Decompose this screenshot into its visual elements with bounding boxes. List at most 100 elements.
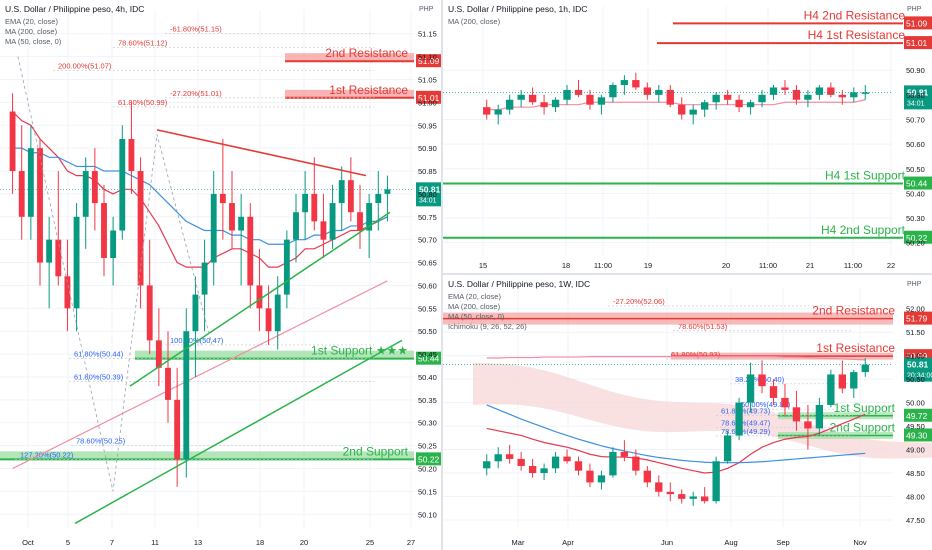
candle-body [689, 496, 697, 499]
support-label: H4 1st Support [825, 169, 906, 183]
last-price-tag [904, 357, 932, 382]
candle-body [827, 374, 835, 405]
candle-body [758, 94, 766, 103]
fib-label: 61.80%(50.44) [74, 350, 124, 359]
last-price-text: 50.81 [907, 87, 929, 97]
candle-body [366, 203, 373, 231]
y-tick-label: 50.80 [906, 91, 925, 100]
y-tick-label: 50.90 [906, 66, 925, 75]
candle-body [781, 87, 789, 90]
resistance-price-tag [416, 90, 441, 104]
candle-body [338, 180, 345, 204]
candle-body [174, 399, 181, 460]
x-tick-label: 22 [887, 261, 895, 270]
y-tick-label: 47.50 [906, 516, 925, 525]
pane-divider-vertical[interactable] [441, 0, 443, 550]
candle-body [769, 87, 778, 95]
candle-body [632, 80, 640, 88]
candle-body [643, 470, 651, 483]
h1-chart-panel[interactable]: H4 2nd Resistance 51.09 H4 1st Resistance 5… [443, 0, 932, 273]
countdown-text: 20:34:00 [907, 373, 932, 380]
w1-chart-panel[interactable]: 2nd Resistance 51.79 1st Resistance 50.99 1s… [443, 275, 932, 550]
candle-body [494, 454, 502, 462]
pane-divider-horizontal[interactable] [443, 273, 932, 275]
resistance-label: 2nd Resistance [325, 46, 408, 60]
candle-body [506, 454, 514, 459]
h4-chart-panel[interactable]: 2nd Resistance 51.09 1st Resistance 51.01 1s… [0, 0, 441, 550]
fib-label: 200.00%(51.07) [58, 61, 112, 70]
support-label: H4 2nd Support [821, 223, 906, 237]
x-tick-label: 27 [407, 538, 415, 547]
candle-body [701, 496, 709, 502]
candle-body [815, 87, 824, 95]
y-tick-label: 50.15 [418, 487, 437, 496]
candle-body [119, 138, 126, 231]
candle-body [375, 193, 382, 204]
x-tick-label: 25 [366, 538, 374, 547]
fib-label: 100.00%(50.47) [170, 336, 224, 345]
support-label: 1st Support ★★★ [311, 344, 408, 358]
y-tick-label: 50.85 [418, 167, 437, 176]
y-tick-label: 51.50 [906, 328, 925, 337]
fib-label: 78.60%(51.12) [118, 38, 168, 47]
candle-body [792, 89, 801, 100]
y-tick-label: 50.50 [906, 165, 925, 174]
fib-label: 61.80%(50.93) [671, 350, 721, 359]
x-tick-label: 20 [300, 538, 308, 547]
fib-label: 61.80%(50.99) [118, 98, 168, 107]
candle-body [483, 107, 491, 115]
w1-chart[interactable]: 2nd Resistance 51.79 1st Resistance 50.99 1s… [443, 275, 932, 550]
h4-chart[interactable]: 2nd Resistance 51.09 1st Resistance 51.01 1s… [0, 0, 441, 550]
indicator-label: MA (50, close, 0) [448, 312, 505, 321]
candle-body [620, 451, 629, 457]
fib-label: -27.20%(51.01) [170, 89, 222, 98]
candle-body [302, 193, 309, 213]
resistance-price-tag-text: 51.09 [906, 18, 928, 28]
last-price-tag [416, 182, 441, 207]
candle-body [357, 212, 363, 231]
currency-label: PHP [907, 6, 922, 13]
support-price-tag-text: 50.44 [906, 179, 928, 189]
x-tick-label: 19 [644, 261, 652, 270]
candle-body [563, 456, 571, 462]
trendline-support-lower [74, 339, 403, 525]
x-tick-label: 13 [194, 538, 202, 547]
y-tick-label: 50.80 [418, 190, 437, 199]
indicator-label: MA (200, close) [448, 302, 501, 311]
ma50-line [486, 404, 866, 464]
support-label: 2nd Support [830, 420, 896, 434]
candle-body [494, 109, 502, 115]
candle-body [517, 94, 525, 100]
y-tick-label: 51.05 [418, 75, 437, 84]
trendline-support [129, 211, 391, 387]
candle-body [110, 230, 117, 258]
candle-body [712, 461, 720, 502]
resistance-price-tag-text: 51.09 [418, 56, 440, 66]
candle-body [563, 89, 571, 100]
x-tick-label: Oct [22, 538, 35, 547]
y-tick-label: 50.75 [418, 213, 437, 222]
resistance-label: 2nd Resistance [812, 304, 895, 318]
candle-body [128, 138, 135, 172]
x-tick-label: 20 [722, 261, 730, 270]
x-tick-label: 11 [151, 538, 159, 547]
candle-body [712, 94, 720, 103]
y-tick-label: 50.45 [418, 350, 437, 359]
candle-body [46, 239, 53, 263]
support-price-tag [904, 176, 932, 190]
fib-label: 50.00%(49.86) [741, 400, 791, 409]
x-tick-label: Mar [512, 538, 525, 547]
candle-body [609, 451, 617, 476]
support-price-tag-text: 50.22 [418, 454, 440, 464]
fib-label: -27.20%(52.06) [613, 297, 665, 306]
candle-body [229, 203, 235, 231]
resistance-price-tag [904, 36, 932, 50]
candle-body [723, 435, 732, 462]
candle-body [655, 482, 663, 492]
candle-body [283, 239, 290, 295]
candle-body [192, 294, 199, 332]
candle-body [609, 84, 617, 98]
y-tick-label: 50.30 [906, 214, 925, 223]
support-price-tag [416, 351, 441, 365]
